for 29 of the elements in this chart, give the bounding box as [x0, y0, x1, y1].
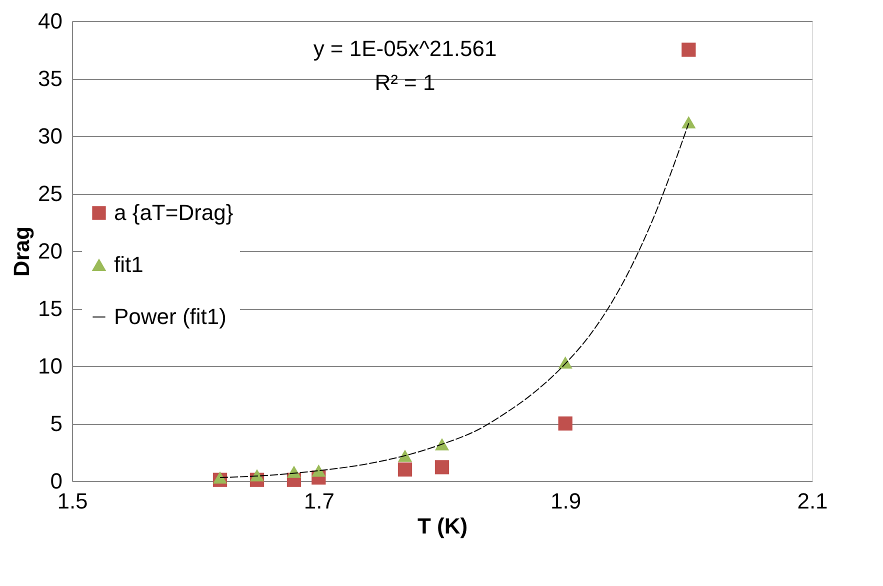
- y-tick-label: 15: [38, 296, 62, 321]
- annotation: R² = 1: [374, 70, 436, 95]
- y-tick-label: 25: [38, 181, 62, 206]
- point: [286, 466, 302, 478]
- y-tick-label: 10: [38, 354, 62, 378]
- legend-label: Power (fit1): [114, 304, 226, 329]
- annotation: y = 1E-05x^21.561: [313, 36, 497, 61]
- x-tick-label: 1.9: [550, 488, 582, 514]
- x-tick-label: 1.7: [304, 488, 334, 514]
- x-axis-title: T (K): [417, 514, 468, 538]
- point: [434, 460, 450, 474]
- point: [398, 462, 412, 477]
- point: [558, 416, 572, 431]
- point: [682, 116, 696, 128]
- y-tick-label: 5: [50, 411, 62, 436]
- legend-label: fit1: [114, 252, 144, 277]
- y-tick-label: 20: [38, 238, 62, 264]
- point: [250, 469, 264, 482]
- point: [398, 450, 412, 462]
- x-tick-label: 2.1: [797, 488, 828, 514]
- point: [682, 42, 696, 57]
- y-tick-label: 40: [38, 8, 62, 34]
- y-axis-title: Drag: [9, 226, 34, 277]
- y-tick-label: 30: [38, 124, 62, 148]
- y-tick-label: 35: [38, 66, 62, 91]
- point: [312, 464, 326, 477]
- point: [212, 471, 228, 484]
- legend-label: a {aT=Drag}: [114, 200, 234, 225]
- point: [434, 438, 450, 450]
